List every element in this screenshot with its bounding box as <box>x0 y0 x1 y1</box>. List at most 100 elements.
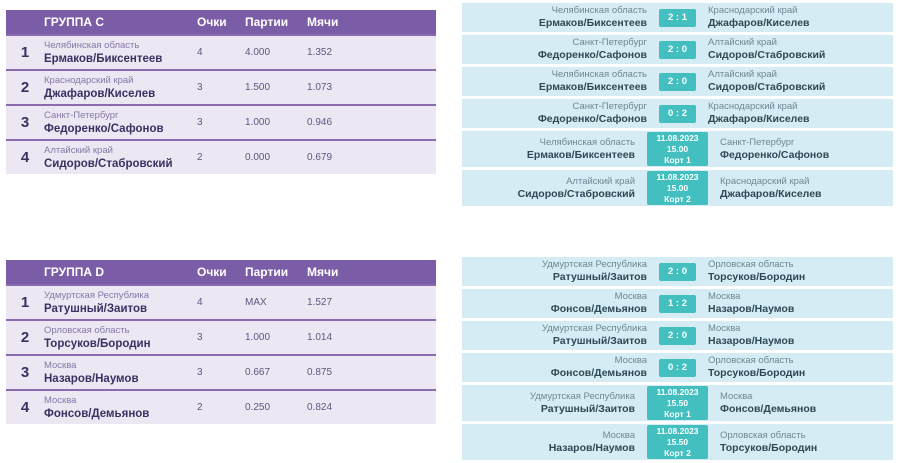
team-cell: Москва Назаров/Наумов <box>44 360 197 386</box>
schedule-badge: 11.08.2023 15.50 Корт 2 <box>647 425 708 459</box>
points-value: 4 <box>197 297 203 308</box>
rank: 1 <box>20 44 30 61</box>
match-time: 15.50 <box>666 397 689 408</box>
team-name: Торсуков/Бородин <box>44 337 151 350</box>
group-title: ГРУППА C <box>44 15 105 29</box>
balls-value: 1.073 <box>307 82 333 93</box>
match-left-team: Назаров/Наумов <box>548 441 635 454</box>
match-left-team-cell: Челябинская область Ермаков/Биксентеев <box>462 69 659 94</box>
match-right-team-cell: Москва Фонсов/Демьянов <box>708 391 893 416</box>
rank: 3 <box>20 364 30 381</box>
match-left-region: Москва <box>614 291 647 302</box>
match-right-region: Краснодарский край <box>708 5 798 16</box>
match-row: Челябинская область Ермаков/Биксентеев 2… <box>462 3 893 32</box>
match-right-region: Орловская область <box>708 259 794 270</box>
games-value: 1.500 <box>245 82 271 93</box>
points-value: 2 <box>197 402 203 413</box>
table-row: 3 Москва Назаров/Наумов 3 0.667 0.875 <box>6 354 436 389</box>
team-cell: Орловская область Торсуков/Бородин <box>44 325 197 351</box>
rank: 2 <box>20 329 30 346</box>
match-right-region: Москва <box>708 291 741 302</box>
team-name: Федоренко/Сафонов <box>44 122 164 135</box>
balls-value: 0.946 <box>307 117 333 128</box>
match-left-team-cell: Удмуртская Республика Ратушный/Заитов <box>462 391 647 416</box>
match-court: Корт 2 <box>664 193 691 204</box>
match-right-region: Алтайский край <box>708 37 777 48</box>
match-right-team-cell: Алтайский край Сидоров/Стабровский <box>696 69 893 94</box>
match-right-team-cell: Алтайский край Сидоров/Стабровский <box>696 37 893 62</box>
match-right-team-cell: Санкт-Петербург Федоренко/Сафонов <box>708 137 893 162</box>
match-right-team: Торсуков/Бородин <box>708 367 806 379</box>
match-right-team-cell: Орловская область Торсуков/Бородин <box>696 259 893 284</box>
points-value: 3 <box>197 367 203 378</box>
schedule-badge: 11.08.2023 15.00 Корт 2 <box>647 171 708 205</box>
team-cell: Челябинская область Ермаков/Биксентеев <box>44 40 197 66</box>
table-row: 1 Челябинская область Ермаков/Биксентеев… <box>6 34 436 69</box>
match-right-team: Джафаров/Киселев <box>720 187 822 200</box>
match-right-region: Москва <box>708 323 741 334</box>
match-left-team: Фонсов/Демьянов <box>550 303 647 315</box>
match-left-team-cell: Санкт-Петербург Федоренко/Сафонов <box>462 101 659 126</box>
games-value: MAX <box>245 297 267 308</box>
match-right-region: Орловская область <box>708 355 794 366</box>
games-value: 0.667 <box>245 367 271 378</box>
match-right-region: Краснодарский край <box>708 101 798 112</box>
balls-value: 1.014 <box>307 332 333 343</box>
match-left-team-cell: Челябинская область Ермаков/Биксентеев <box>462 137 647 162</box>
team-cell: Удмуртская Республика Ратушный/Заитов <box>44 290 197 316</box>
match-left-team-cell: Алтайский край Сидоров/Стабровский <box>462 176 647 201</box>
match-court: Корт 1 <box>664 154 691 165</box>
team-region: Москва <box>44 394 77 406</box>
match-left-team: Федоренко/Сафонов <box>537 113 647 125</box>
match-date: 11.08.2023 <box>656 425 699 436</box>
match-date: 11.08.2023 <box>656 132 699 143</box>
column-header-games: Партии <box>245 15 289 29</box>
match-left-team: Сидоров/Стабровский <box>517 187 635 200</box>
team-name: Назаров/Наумов <box>44 372 139 385</box>
match-left-region: Санкт-Петербург <box>572 37 647 48</box>
column-header-balls: Мячи <box>307 15 339 29</box>
team-region: Челябинская область <box>44 39 140 51</box>
rank: 2 <box>20 79 30 96</box>
column-header-balls: Мячи <box>307 265 339 279</box>
match-left-team: Федоренко/Сафонов <box>537 49 647 61</box>
match-left-team-cell: Москва Фонсов/Демьянов <box>462 291 659 316</box>
match-right-team: Джафаров/Киселев <box>708 113 810 125</box>
team-region: Алтайский край <box>44 144 113 156</box>
match-left-team: Ермаков/Биксентеев <box>538 17 647 29</box>
team-name: Ермаков/Биксентеев <box>44 52 163 65</box>
balls-value: 1.527 <box>307 297 333 308</box>
points-value: 3 <box>197 332 203 343</box>
team-name: Джафаров/Киселев <box>44 87 156 100</box>
match-right-team-cell: Краснодарский край Джафаров/Киселев <box>708 176 893 201</box>
schedule-badge: 11.08.2023 15.00 Корт 1 <box>647 132 708 166</box>
match-row: Москва Фонсов/Демьянов 0 : 2 Орловская о… <box>462 353 893 382</box>
match-left-team: Ермаков/Биксентеев <box>538 81 647 93</box>
team-region: Краснодарский край <box>44 74 134 86</box>
match-row: Санкт-Петербург Федоренко/Сафонов 0 : 2 … <box>462 99 893 128</box>
matches-panel-group-d: Удмуртская Республика Ратушный/Заитов 2 … <box>462 257 893 463</box>
match-left-region: Челябинская область <box>551 5 647 16</box>
standings-header: ГРУППА C Очки Партии Мячи <box>6 10 436 34</box>
balls-value: 0.679 <box>307 152 333 163</box>
score-badge: 0 : 2 <box>659 104 696 123</box>
match-left-team: Ратушный/Заитов <box>552 271 647 283</box>
column-header-games: Партии <box>245 265 289 279</box>
games-value: 0.250 <box>245 402 271 413</box>
column-header-points: Очки <box>197 15 227 29</box>
games-value: 0.000 <box>245 152 271 163</box>
match-right-region: Орловская область <box>720 429 806 441</box>
match-time: 15.00 <box>666 143 689 154</box>
match-right-team-cell: Орловская область Торсуков/Бородин <box>708 430 893 455</box>
match-right-team-cell: Орловская область Торсуков/Бородин <box>696 355 893 380</box>
match-right-team: Назаров/Наумов <box>708 303 795 315</box>
standings-table-group-c: ГРУППА C Очки Партии Мячи 1 Челябинская … <box>6 10 436 174</box>
table-row: 4 Алтайский край Сидоров/Стабровский 2 0… <box>6 139 436 174</box>
match-row: Удмуртская Республика Ратушный/Заитов 11… <box>462 385 893 421</box>
team-cell: Краснодарский край Джафаров/Киселев <box>44 75 197 101</box>
match-right-team-cell: Краснодарский край Джафаров/Киселев <box>696 5 893 30</box>
team-name: Ратушный/Заитов <box>44 302 148 315</box>
score-badge: 2 : 0 <box>659 326 696 345</box>
match-left-region: Удмуртская Республика <box>541 259 647 270</box>
match-left-team-cell: Удмуртская Республика Ратушный/Заитов <box>462 323 659 348</box>
